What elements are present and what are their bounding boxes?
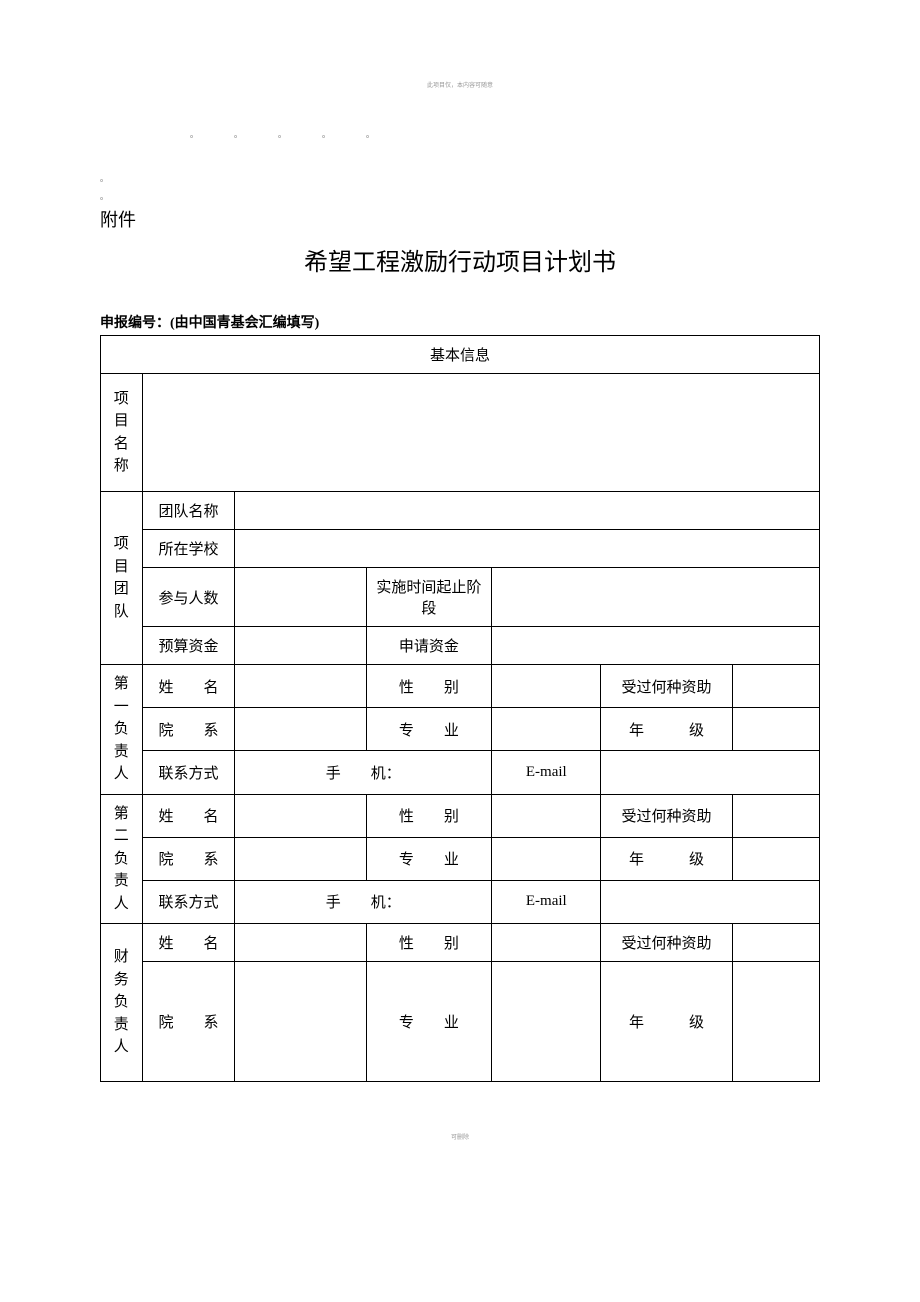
p1-major-cell bbox=[492, 708, 601, 751]
p1-funding-label: 受过何种资助 bbox=[601, 665, 732, 708]
p2-phone-cell: 手 机： bbox=[235, 880, 492, 923]
p1-email-cell bbox=[601, 751, 820, 794]
p1-major-label: 专 业 bbox=[366, 708, 492, 751]
p1-gender-cell bbox=[492, 665, 601, 708]
budget-cell bbox=[235, 627, 366, 665]
fin-major-cell bbox=[492, 962, 601, 1082]
fin-name-cell bbox=[235, 924, 366, 962]
project-name-label: 项目名称 bbox=[101, 374, 143, 492]
section-header-row: 基本信息 bbox=[101, 336, 820, 374]
p2-row-1: 第二负责人 姓 名 性 别 受过何种资助 bbox=[101, 794, 820, 837]
team-row-2: 所在学校 bbox=[101, 530, 820, 568]
p1-phone-cell: 手 机： bbox=[235, 751, 492, 794]
p2-funding-label: 受过何种资助 bbox=[601, 794, 732, 837]
p2-dept-label: 院 系 bbox=[142, 837, 235, 880]
p2-gender-label: 性 别 bbox=[366, 794, 492, 837]
participants-label: 参与人数 bbox=[142, 568, 235, 627]
team-row-3: 参与人数 实施时间起止阶段 bbox=[101, 568, 820, 627]
p1-row-3: 联系方式 手 机： E-mail bbox=[101, 751, 820, 794]
fin-funding-label: 受过何种资助 bbox=[601, 924, 732, 962]
attachment-label: 附件 bbox=[100, 206, 820, 232]
sub-prefix: 申报编号： bbox=[100, 316, 170, 331]
team-side-label: 项目团队 bbox=[101, 492, 143, 665]
fin-gender-label: 性 别 bbox=[366, 924, 492, 962]
p2-email-label: E-mail bbox=[492, 880, 601, 923]
fin-grade-label: 年 级 bbox=[601, 962, 732, 1082]
apply-cell bbox=[492, 627, 820, 665]
p1-dept-cell bbox=[235, 708, 366, 751]
p2-dept-cell bbox=[235, 837, 366, 880]
tiny-footer: 可删除 bbox=[100, 1132, 820, 1141]
p2-major-cell bbox=[492, 837, 601, 880]
fin-side-label: 财务负责人 bbox=[101, 924, 143, 1082]
p1-email-label: E-mail bbox=[492, 751, 601, 794]
decorative-dot-2: 。 bbox=[100, 188, 820, 206]
period-label: 实施时间起止阶段 bbox=[366, 568, 492, 627]
p2-grade-label: 年 级 bbox=[601, 837, 732, 880]
project-name-row: 项目名称 bbox=[101, 374, 820, 492]
p1-grade-label: 年 级 bbox=[601, 708, 732, 751]
team-name-cell bbox=[235, 492, 820, 530]
team-name-label: 团队名称 bbox=[142, 492, 235, 530]
p2-funding-cell bbox=[732, 794, 819, 837]
p1-contact-label: 联系方式 bbox=[142, 751, 235, 794]
page-title: 希望工程激励行动项目计划书 bbox=[100, 242, 820, 277]
p2-name-label: 姓 名 bbox=[142, 794, 235, 837]
team-row-4: 预算资金 申请资金 bbox=[101, 627, 820, 665]
apply-label: 申请资金 bbox=[366, 627, 492, 665]
project-name-cell bbox=[142, 374, 819, 492]
p1-row-2: 院 系 专 业 年 级 bbox=[101, 708, 820, 751]
fin-funding-cell bbox=[732, 924, 819, 962]
p1-name-cell bbox=[235, 665, 366, 708]
p2-row-2: 院 系 专 业 年 级 bbox=[101, 837, 820, 880]
fin-grade-cell bbox=[732, 962, 819, 1082]
p1-funding-cell bbox=[732, 665, 819, 708]
p1-dept-label: 院 系 bbox=[142, 708, 235, 751]
p1-gender-label: 性 别 bbox=[366, 665, 492, 708]
fin-name-label: 姓 名 bbox=[142, 924, 235, 962]
section-header: 基本信息 bbox=[101, 336, 820, 374]
p2-email-cell bbox=[601, 880, 820, 923]
main-form-table: 基本信息 项目名称 项目团队 团队名称 所在学校 参与人数 实施时间起止阶段 预… bbox=[100, 335, 820, 1082]
tiny-header: 此项目仅，本内容可随意 bbox=[100, 80, 820, 89]
p2-side-label: 第二负责人 bbox=[101, 794, 143, 924]
p1-row-1: 第一负责人 姓 名 性 别 受过何种资助 bbox=[101, 665, 820, 708]
participants-cell bbox=[235, 568, 366, 627]
p2-major-label: 专 业 bbox=[366, 837, 492, 880]
school-cell bbox=[235, 530, 820, 568]
sub-note: (由中国青基会汇编填写) bbox=[170, 316, 319, 331]
period-cell bbox=[492, 568, 820, 627]
decorative-dots-row: 。。。。。 bbox=[100, 129, 820, 140]
p1-side-label: 第一负责人 bbox=[101, 665, 143, 795]
fin-gender-cell bbox=[492, 924, 601, 962]
team-row-1: 项目团队 团队名称 bbox=[101, 492, 820, 530]
p2-gender-cell bbox=[492, 794, 601, 837]
fin-dept-label: 院 系 bbox=[142, 962, 235, 1082]
p2-contact-label: 联系方式 bbox=[142, 880, 235, 923]
p2-name-cell bbox=[235, 794, 366, 837]
p1-grade-cell bbox=[732, 708, 819, 751]
fin-row-1: 财务负责人 姓 名 性 别 受过何种资助 bbox=[101, 924, 820, 962]
school-label: 所在学校 bbox=[142, 530, 235, 568]
budget-label: 预算资金 bbox=[142, 627, 235, 665]
p2-row-3: 联系方式 手 机： E-mail bbox=[101, 880, 820, 923]
fin-major-label: 专 业 bbox=[366, 962, 492, 1082]
application-number-line: 申报编号：(由中国青基会汇编填写) bbox=[100, 312, 820, 332]
p1-name-label: 姓 名 bbox=[142, 665, 235, 708]
fin-dept-cell bbox=[235, 962, 366, 1082]
fin-row-2: 院 系 专 业 年 级 bbox=[101, 962, 820, 1082]
decorative-dot-1: 。 bbox=[100, 170, 820, 188]
p2-grade-cell bbox=[732, 837, 819, 880]
